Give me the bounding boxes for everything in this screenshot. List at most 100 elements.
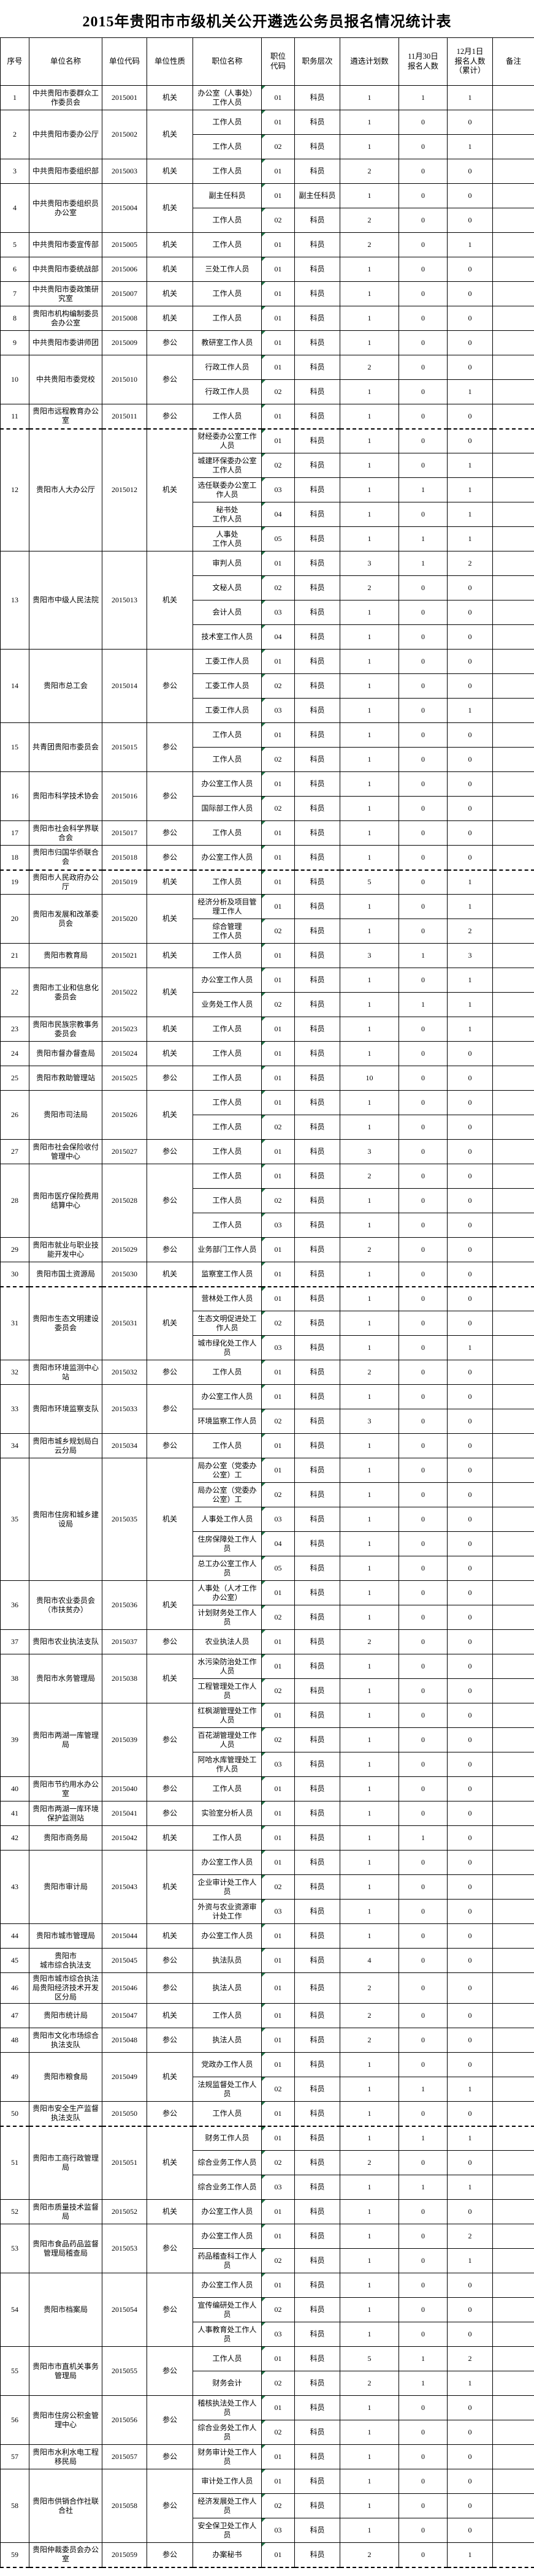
position-title-cell: 工委工作人员 xyxy=(193,698,262,723)
unit-name-cell: 贵阳市文化市场综合执法支队 xyxy=(29,2028,102,2053)
header-row: 序号 单位名称 单位代码 单位性质 职位名称 职位 代码 职务层次 遴选计划数 11月30日 报… xyxy=(0,37,534,86)
position-title-cell: 办公室工作人员 xyxy=(193,1923,262,1949)
position-level-cell: 科员 xyxy=(294,2101,340,2127)
plan-count-cell: 1 xyxy=(340,2395,399,2420)
unit-type-cell: 机关 xyxy=(147,1262,193,1287)
position-row: 住房保障处工作人员 04 科员 1 0 0 xyxy=(1,1531,534,1556)
remark-cell xyxy=(492,2322,534,2347)
unit-type-cell: 参公 xyxy=(147,845,193,871)
unit-type-cell: 参公 xyxy=(147,1703,193,1777)
unit-name-cell: 贵阳市城乡规划局白云分局 xyxy=(29,1433,102,1458)
nov30-count-cell: 1 xyxy=(399,992,448,1017)
position-code-cell: 01 xyxy=(261,1776,295,1801)
position-title-cell: 行政工作人员 xyxy=(193,355,262,380)
remark-cell xyxy=(492,2150,534,2175)
position-level-cell: 科员 xyxy=(294,502,340,527)
position-title-cell: 办公室工作人员 xyxy=(193,2273,262,2298)
unit-type-cell: 机关 xyxy=(147,1458,193,1581)
position-title-cell: 工作人员 xyxy=(193,306,262,331)
unit-code-cell: 2015016 xyxy=(102,771,147,821)
nov30-count-cell: 0 xyxy=(399,1850,448,1875)
plan-count-cell: 1 xyxy=(340,600,399,625)
nov30-count-cell: 0 xyxy=(399,2297,448,2322)
remark-cell xyxy=(492,1237,534,1262)
remark-cell xyxy=(492,600,534,625)
position-title-cell: 局办公室（党委办公室）工 xyxy=(193,1482,262,1507)
position-row: 25 贵阳市救助管理站 2015025 参公 工作人员 01 科员 10 0 0 xyxy=(0,1066,534,1091)
nov30-count-cell: 0 xyxy=(399,919,448,944)
unit-no-cell: 1 xyxy=(0,85,29,110)
remark-cell xyxy=(492,379,534,404)
position-code-cell: 03 xyxy=(261,2322,295,2347)
remark-cell xyxy=(492,232,534,257)
unit-no-cell: 27 xyxy=(0,1139,29,1164)
plan-count-cell: 1 xyxy=(340,1286,399,1311)
unit-no-cell: 38 xyxy=(0,1654,29,1703)
position-code-cell: 01 xyxy=(261,2052,295,2077)
dec1-count-cell: 0 xyxy=(447,1703,493,1728)
position-code-cell: 02 xyxy=(261,2077,295,2102)
nov30-count-cell: 0 xyxy=(399,575,448,600)
nov30-count-cell: 0 xyxy=(399,1384,448,1409)
position-title-cell: 国际部工作人员 xyxy=(193,796,262,821)
column-header-position-level: 职务层次 xyxy=(294,37,340,86)
position-code-cell: 01 xyxy=(261,1286,295,1311)
unit-code-cell: 2015008 xyxy=(102,306,147,331)
unit-name-cell: 贵阳市市直机关事务管理局 xyxy=(29,2346,102,2396)
dec1-count-cell: 0 xyxy=(447,624,493,650)
position-level-cell: 科员 xyxy=(294,1433,340,1458)
position-row: 总工办公室工作人员 05 科员 1 0 0 xyxy=(1,1556,534,1581)
position-level-cell: 科员 xyxy=(294,1703,340,1728)
remark-cell xyxy=(492,869,534,895)
position-title-cell: 人事处工作人员 xyxy=(193,1507,262,1532)
plan-count-cell: 1 xyxy=(340,1752,399,1777)
remark-cell xyxy=(492,257,534,282)
position-title-cell: 工作人员 xyxy=(193,1213,262,1238)
unit-code-cell: 2015037 xyxy=(102,1629,147,1654)
unit-type-cell: 机关 xyxy=(147,1041,193,1066)
nov30-count-cell: 0 xyxy=(399,1948,448,1973)
position-row: 国际部工作人员 02 科员 1 0 0 xyxy=(1,796,534,821)
unit-code-cell: 2015015 xyxy=(102,722,147,772)
unit-name-cell: 贵阳市民族宗教事务委员会 xyxy=(29,1017,102,1042)
position-title-cell: 工作人员 xyxy=(193,1090,262,1115)
page-title: 2015年贵阳市市级机关公开遴选公务员报名情况统计表 xyxy=(82,14,452,30)
position-title-cell: 宣传编研处工作人员 xyxy=(193,2297,262,2322)
unit-name-cell: 共青团贵阳市委员会 xyxy=(29,722,102,772)
unit-no-cell: 17 xyxy=(0,820,29,846)
nov30-count-cell: 1 xyxy=(399,2371,448,2396)
nov30-count-cell: 0 xyxy=(399,502,448,527)
position-title-cell: 工作人员 xyxy=(193,1433,262,1458)
position-title-cell: 工作人员 xyxy=(193,159,262,184)
unit-code-cell: 2015009 xyxy=(102,330,147,355)
position-row: 37 贵阳市农业执法支队 2015037 参公 农业执法人员 01 科员 2 0 0 xyxy=(0,1629,534,1654)
position-title-cell: 业务部门工作人员 xyxy=(193,1237,262,1262)
plan-count-cell: 1 xyxy=(340,845,399,871)
dec1-count-cell: 1 xyxy=(447,2542,493,2568)
unit-type-cell: 机关 xyxy=(147,2126,193,2200)
position-code-cell: 02 xyxy=(261,992,295,1017)
unit-type-cell: 参公 xyxy=(147,2028,193,2053)
unit-type-cell: 参公 xyxy=(147,771,193,821)
position-title-cell: 工作人员 xyxy=(193,1188,262,1213)
unit-type-cell: 机关 xyxy=(147,1580,193,1630)
nov30-count-cell: 0 xyxy=(399,1507,448,1532)
unit-no-cell: 31 xyxy=(0,1286,29,1360)
position-row: 26 贵阳市司法局 2015026 机关 工作人员 01 科员 1 0 0 xyxy=(0,1090,534,1140)
unit-type-cell: 机关 xyxy=(147,281,193,306)
remark-cell xyxy=(492,1972,534,2004)
unit-code-cell: 2015051 xyxy=(102,2126,147,2200)
plan-count-cell: 1 xyxy=(340,1850,399,1875)
unit-no-cell: 13 xyxy=(0,551,29,650)
remark-cell xyxy=(492,1335,534,1360)
position-level-cell: 科员 xyxy=(294,2273,340,2298)
unit-name-cell: 贵阳市节约用水办公室 xyxy=(29,1776,102,1801)
unit-no-cell: 10 xyxy=(0,355,29,404)
unit-no-cell: 47 xyxy=(0,2003,29,2028)
plan-count-cell: 1 xyxy=(340,1801,399,1826)
unit-no-cell: 35 xyxy=(0,1458,29,1581)
position-title-cell: 经济发展处工作人员 xyxy=(193,2493,262,2518)
nov30-count-cell: 0 xyxy=(399,1727,448,1752)
unit-type-cell: 机关 xyxy=(147,110,193,159)
plan-count-cell: 4 xyxy=(340,1948,399,1973)
